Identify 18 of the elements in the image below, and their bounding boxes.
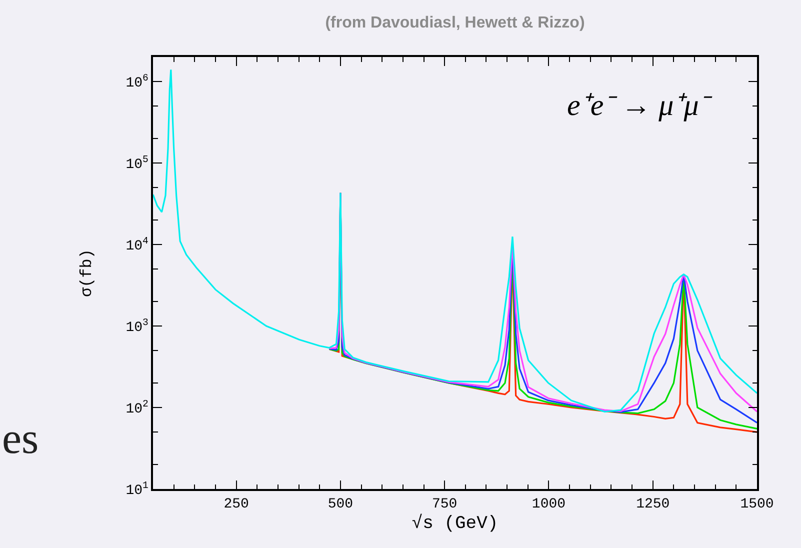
y-tick-label: 10$^{4}$ — [126, 236, 149, 254]
annotation: e⁺e⁻ → μ⁺μ⁻ — [567, 89, 713, 122]
x-tick-label: 1250 — [636, 496, 670, 513]
x-tick-label: 250 — [224, 496, 249, 513]
text: es — [2, 414, 39, 463]
x-tick-label: 500 — [328, 496, 354, 513]
line-series — [153, 68, 757, 412]
y-tick-label: 10$^{5}$ — [126, 154, 149, 173]
x-tick-label: 750 — [432, 496, 458, 513]
y-tick-label: 10$^{1}$ — [126, 480, 149, 499]
x-tick-label: 1500 — [740, 496, 774, 513]
y-axis-title: σ(fb) — [78, 248, 96, 298]
y-tick-label: 10$^{2}$ — [126, 398, 149, 418]
x-tick-label: 1000 — [532, 496, 566, 513]
y-tick-label: 10$^{3}$ — [126, 317, 149, 336]
y-tick-label: 10$^{6}$ — [126, 72, 149, 92]
chart-title: (from Davoudiasl, Hewett & Rizzo) — [325, 14, 585, 32]
x-axis-title: √s (GeV) — [412, 513, 498, 534]
